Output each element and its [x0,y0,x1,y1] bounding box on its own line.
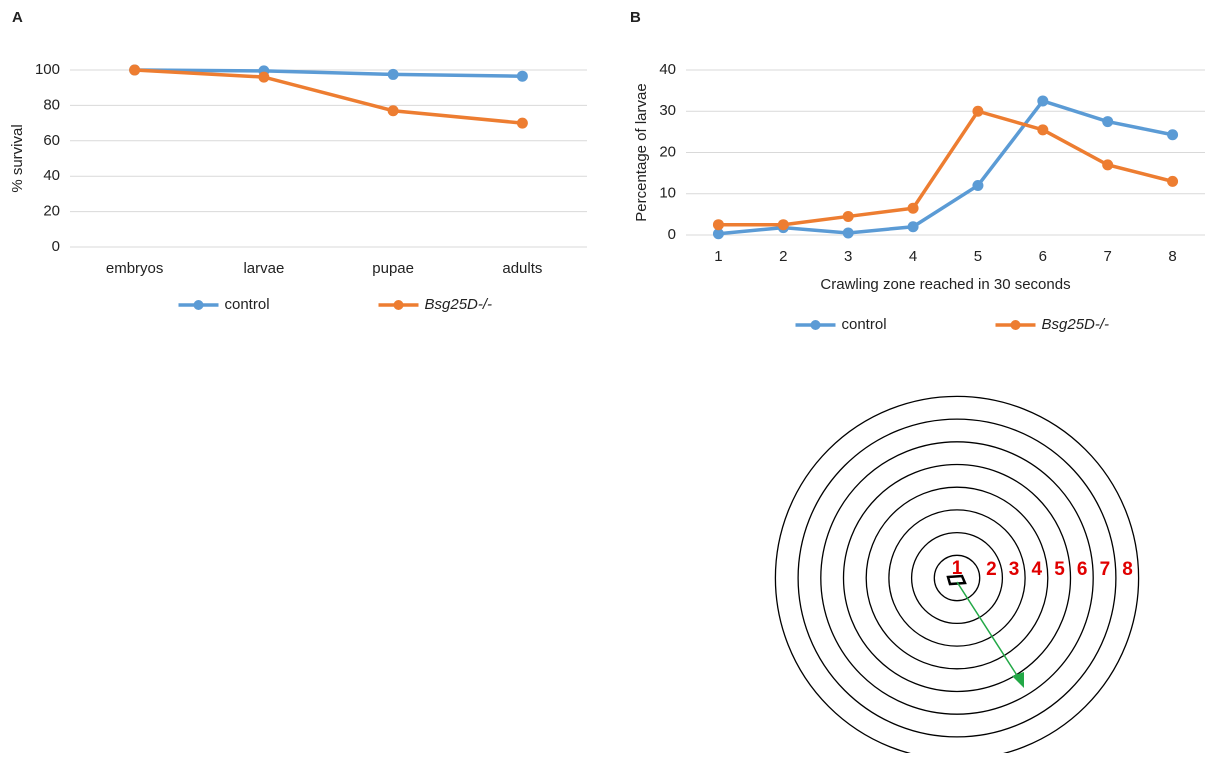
y-tick-label: 60 [43,132,60,149]
data-point [908,203,919,214]
zone-label: 2 [986,559,997,580]
zone-label: 1 [952,558,963,579]
data-point [388,105,399,116]
legend-marker [194,300,204,310]
zone-label: 6 [1077,559,1088,580]
x-tick-label: 6 [1039,248,1047,265]
data-point [258,72,269,83]
x-tick-label: 4 [909,248,917,265]
y-tick-label: 100 [35,61,60,78]
zone-label: 7 [1100,559,1111,580]
y-tick-label: 30 [659,102,676,119]
legend-marker [811,320,821,330]
legend-marker [394,300,404,310]
data-point [843,211,854,222]
arrow-head [1012,672,1024,688]
data-point [972,106,983,117]
legend-label: Bsg25D-/- [1042,316,1110,333]
panel-label: A [12,9,23,26]
series-line [135,70,523,123]
y-tick-label: 80 [43,96,60,113]
y-axis-label: Percentage of larvae [633,83,650,221]
y-tick-label: 20 [659,143,676,160]
x-tick-label: pupae [372,260,414,277]
data-point [1102,116,1113,127]
x-tick-label: 2 [779,248,787,265]
legend-label: control [842,316,887,333]
x-tick-label: embryos [106,260,164,277]
panel-label: B [630,9,641,26]
y-tick-label: 40 [43,167,60,184]
y-tick-label: 40 [659,61,676,78]
data-point [388,69,399,80]
y-tick-label: 0 [52,238,60,255]
x-tick-label: adults [502,260,542,277]
x-axis-label: Crawling zone reached in 30 seconds [820,276,1070,293]
data-point [1102,159,1113,170]
x-tick-label: 8 [1168,248,1176,265]
data-point [129,65,140,76]
y-tick-label: 20 [43,203,60,220]
x-tick-label: 7 [1104,248,1112,265]
x-tick-label: 5 [974,248,982,265]
data-point [517,118,528,129]
zone-label: 5 [1054,559,1065,580]
y-tick-label: 0 [668,226,676,243]
figure: 12345678 A020406080100embryoslarvaepupae… [0,0,1207,753]
legend-label: Bsg25D-/- [425,296,493,313]
data-point [843,227,854,238]
data-point [1167,176,1178,187]
data-point [713,219,724,230]
y-tick-label: 10 [659,185,676,202]
legend-marker [1011,320,1021,330]
data-point [1167,129,1178,140]
legend-label: control [225,296,270,313]
data-point [972,180,983,191]
x-tick-label: 3 [844,248,852,265]
data-point [1037,95,1048,106]
crawl-arrow [957,582,1020,680]
x-tick-label: larvae [243,260,284,277]
zone-label: 4 [1032,559,1043,580]
data-point [1037,124,1048,135]
zone-label: 3 [1009,559,1020,580]
data-point [908,221,919,232]
data-point [517,71,528,82]
zone-label: 8 [1122,559,1133,580]
data-point [778,219,789,230]
y-axis-label: % survival [9,124,26,192]
x-tick-label: 1 [714,248,722,265]
